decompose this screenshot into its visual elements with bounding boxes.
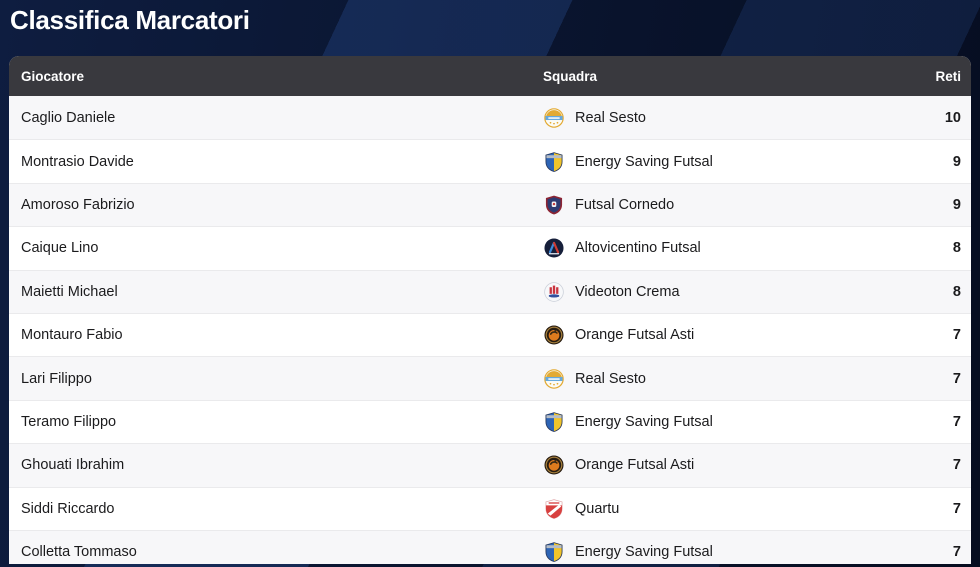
- column-header-team: Squadra: [543, 68, 598, 84]
- team-name: Orange Futsal Asti: [575, 457, 695, 474]
- player-name: Caique Lino: [21, 240, 99, 257]
- team-cell: Futsal Cornedo: [543, 194, 861, 216]
- player-name: Montauro Fabio: [21, 327, 123, 344]
- player-name: Teramo Filippo: [21, 413, 117, 430]
- goals-value: 7: [952, 327, 961, 344]
- player-name: Ghouati Ibrahim: [21, 457, 125, 474]
- goals-value: 9: [952, 153, 961, 170]
- goals-value: 8: [952, 283, 961, 300]
- team-name: Real Sesto: [575, 109, 646, 126]
- table-body: Caglio Daniele Real Sesto 10 Montrasio Dav…: [9, 96, 971, 564]
- column-header-goals: Reti: [935, 68, 961, 84]
- team-cell: Energy Saving Futsal: [543, 541, 861, 563]
- team-name: Energy Saving Futsal: [575, 413, 713, 430]
- scorer-row: Siddi Riccardo Quartu 7: [9, 486, 971, 530]
- player-name: Maietti Michael: [21, 283, 118, 300]
- column-header-player: Giocatore: [21, 68, 85, 84]
- player-name: Caglio Daniele: [21, 109, 116, 126]
- player-name: Lari Filippo: [21, 370, 92, 387]
- scorer-row: Montrasio Davide Energy Saving Futsal 9: [9, 139, 971, 183]
- team-cell: Energy Saving Futsal: [543, 151, 861, 173]
- player-name: Siddi Riccardo: [21, 500, 115, 517]
- goals-value: 7: [952, 544, 961, 561]
- team-cell: Real Sesto: [543, 368, 861, 390]
- team-name: Orange Futsal Asti: [575, 327, 695, 344]
- team-logo-icon: [543, 151, 565, 173]
- scorer-row: Lari Filippo Real Sesto 7: [9, 356, 971, 400]
- player-name: Colletta Tommaso: [21, 544, 137, 561]
- team-logo-icon: [543, 541, 565, 563]
- team-cell: Orange Futsal Asti: [543, 454, 861, 476]
- top-scorers-table: Giocatore Squadra Reti Caglio Daniele Re…: [9, 56, 971, 564]
- player-name: Montrasio Davide: [21, 153, 134, 170]
- team-logo-icon: [543, 107, 565, 129]
- player-name: Amoroso Fabrizio: [21, 196, 135, 213]
- team-cell: Quartu: [543, 498, 861, 520]
- team-cell: Real Sesto: [543, 107, 861, 129]
- page-title: Classifica Marcatori: [10, 5, 250, 35]
- goals-value: 7: [952, 370, 961, 387]
- goals-value: 10: [944, 109, 961, 126]
- goals-value: 7: [952, 500, 961, 517]
- team-logo-icon: [543, 454, 565, 476]
- scorer-row: Caglio Daniele Real Sesto 10: [9, 96, 971, 140]
- team-name: Quartu: [575, 500, 620, 517]
- team-cell: Orange Futsal Asti: [543, 324, 861, 346]
- scorer-row: Teramo Filippo Energy Saving Futsal 7: [9, 399, 971, 444]
- team-logo-icon: [543, 237, 565, 259]
- goals-value: 7: [952, 457, 961, 474]
- goals-value: 8: [952, 240, 961, 257]
- team-logo-icon: [543, 498, 565, 520]
- team-name: Energy Saving Futsal: [575, 544, 713, 561]
- team-logo-icon: [543, 281, 565, 303]
- team-logo-icon: [543, 324, 565, 346]
- team-name: Altovicentino Futsal: [575, 240, 701, 257]
- scorer-row: Colletta Tommaso Energy Saving Futsal 7: [9, 529, 971, 564]
- team-name: Energy Saving Futsal: [575, 153, 713, 170]
- table-header-row: Giocatore Squadra Reti: [9, 56, 971, 96]
- goals-value: 9: [952, 196, 961, 213]
- team-name: Real Sesto: [575, 370, 646, 387]
- team-logo-icon: [543, 368, 565, 390]
- scorer-row: Amoroso Fabrizio Futsal Cornedo 9: [9, 182, 971, 227]
- goals-value: 7: [952, 413, 961, 430]
- team-cell: Energy Saving Futsal: [543, 411, 861, 433]
- team-name: Videoton Crema: [575, 283, 680, 300]
- team-logo-icon: [543, 194, 565, 216]
- team-logo-icon: [543, 411, 565, 433]
- scorer-row: Ghouati Ibrahim Orange Futsal Asti 7: [9, 443, 971, 487]
- team-cell: Altovicentino Futsal: [543, 237, 861, 259]
- team-cell: Videoton Crema: [543, 281, 861, 303]
- team-name: Futsal Cornedo: [575, 196, 675, 213]
- scorer-row: Caique Lino Altovicentino Futsal 8: [9, 226, 971, 270]
- scorer-row: Maietti Michael Videoton Crema 8: [9, 269, 971, 313]
- scorer-row: Montauro Fabio Orange Futsal Asti 7: [9, 312, 971, 357]
